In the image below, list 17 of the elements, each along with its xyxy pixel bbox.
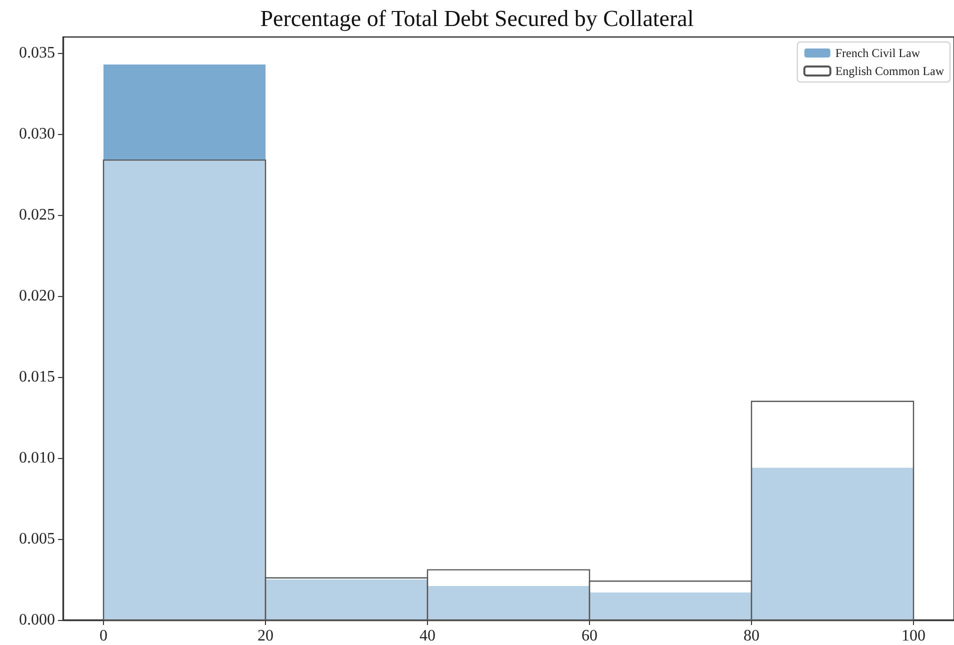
y-tick-label: 0.000	[19, 612, 55, 628]
x-tick-label: 20	[258, 628, 274, 644]
x-tick-label: 100	[902, 628, 926, 644]
y-tick-label: 0.025	[19, 206, 55, 224]
y-tick-label: 0.020	[19, 288, 55, 305]
x-tick-label: 0	[100, 628, 108, 644]
legend-label: French Civil Law	[835, 46, 920, 60]
x-tick-label: 80	[744, 628, 760, 644]
y-tick-label: 0.010	[19, 450, 55, 467]
x-tick-label: 40	[420, 628, 436, 644]
y-tick-label: 0.030	[19, 126, 55, 143]
y-tick-label: 0.015	[19, 368, 55, 386]
x-tick-label: 60	[582, 628, 598, 644]
y-tick-label: 0.005	[19, 530, 55, 548]
chart-title: Percentage of Total Debt Secured by Collateral	[260, 6, 694, 31]
legend-label: English Common Law	[835, 64, 944, 78]
y-tick-label: 0.035	[19, 44, 55, 62]
